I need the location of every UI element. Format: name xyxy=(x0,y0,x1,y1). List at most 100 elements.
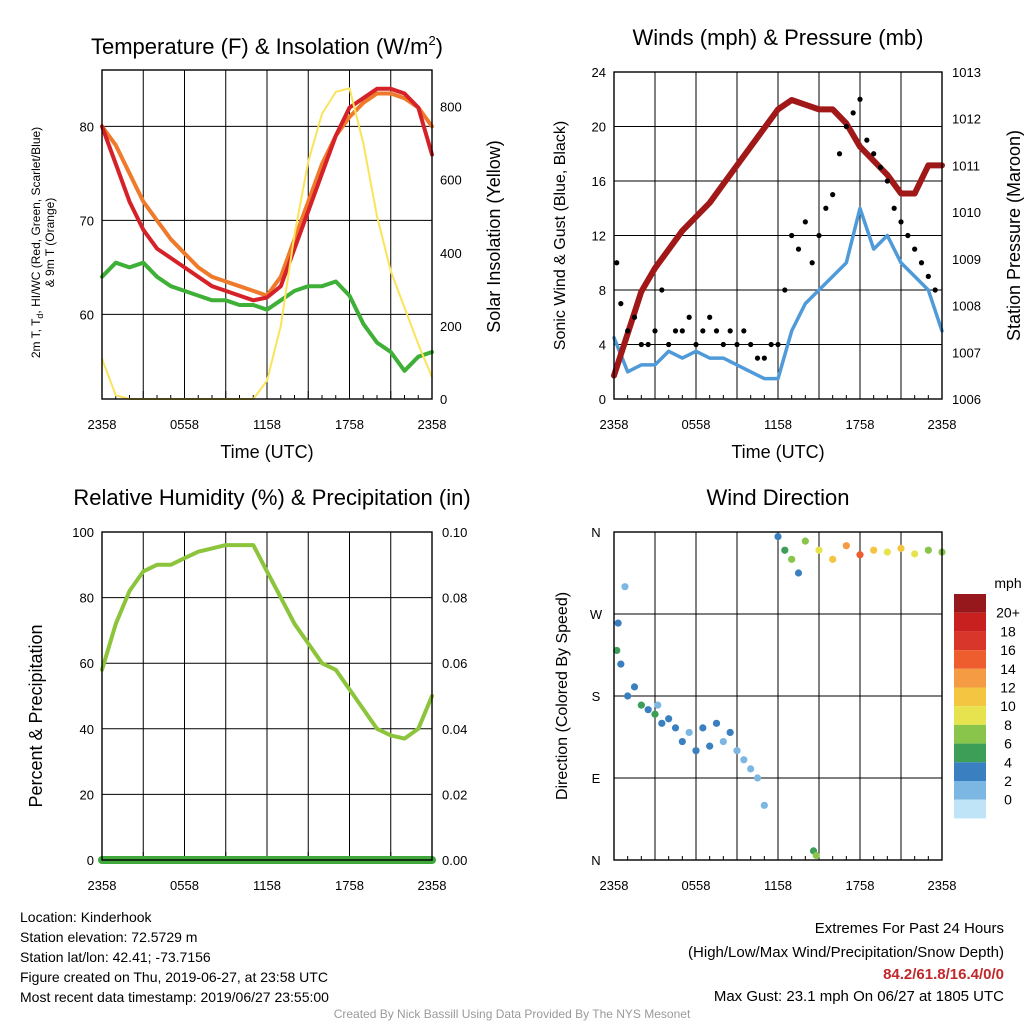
y-axis-label: Percent & Precipitation xyxy=(26,624,46,807)
gust-point xyxy=(823,205,829,211)
y-tick-label: 100 xyxy=(72,525,94,540)
y2-tick-label: 1007 xyxy=(952,345,981,360)
y-tick-label: 80 xyxy=(80,591,94,606)
y2-tick-label: 1010 xyxy=(952,205,981,220)
gust-point xyxy=(638,341,644,348)
gust-point xyxy=(727,328,733,334)
direction-point xyxy=(812,851,820,860)
legend-label: 8 xyxy=(1004,717,1012,733)
series-line-green xyxy=(100,260,434,373)
x-tick-label: 0558 xyxy=(682,417,711,432)
max-gust-text: Max Gust: 23.1 mph On 06/27 at 1805 UTC xyxy=(713,988,1004,1005)
legend-swatch xyxy=(954,781,986,800)
location-text: Location: Kinderhook xyxy=(20,909,152,925)
direction-point xyxy=(774,532,782,541)
direction-point xyxy=(637,701,645,709)
legend-label: 12 xyxy=(1000,680,1016,696)
direction-point xyxy=(740,756,748,764)
direction-point xyxy=(924,546,932,554)
direction-point xyxy=(829,555,837,563)
plot-border xyxy=(101,69,433,400)
gust-point xyxy=(625,328,631,334)
y-tick-label: E xyxy=(592,771,601,786)
gust-point xyxy=(741,328,747,334)
gust-point xyxy=(795,246,802,252)
gust-point xyxy=(912,246,918,252)
gust-point xyxy=(857,96,863,102)
gust-point xyxy=(830,192,836,198)
legend-swatch xyxy=(954,650,986,669)
direction-point xyxy=(706,742,714,750)
gust-point xyxy=(666,341,672,348)
y-tick-label: S xyxy=(592,689,601,704)
gust-point xyxy=(652,328,658,334)
legend-label: 6 xyxy=(1004,736,1012,752)
y-axis-label: 2m T, Td, HI/WC (Red, Green, Scarlet/Blu… xyxy=(29,127,45,358)
y2-tick-label: 0.10 xyxy=(442,525,467,540)
y2-tick-label: 1009 xyxy=(952,252,981,267)
gust-point xyxy=(672,328,679,334)
y-tick-label: 0 xyxy=(87,853,94,868)
direction-point xyxy=(870,546,878,554)
gust-point xyxy=(700,328,706,334)
direction-point xyxy=(665,715,673,723)
y-tick-label: 24 xyxy=(592,65,606,80)
x-tick-label: 1758 xyxy=(846,417,875,432)
direction-point xyxy=(630,683,639,691)
legend-swatch xyxy=(954,594,986,613)
direction-point xyxy=(678,737,686,746)
x-axis-label: Time (UTC) xyxy=(220,442,313,462)
gust-point xyxy=(877,164,884,170)
legend-swatch xyxy=(954,799,986,819)
y2-tick-label: 400 xyxy=(440,246,462,261)
extremes-heading: Extremes For Past 24 Hours xyxy=(814,920,1004,937)
x-tick-label: 2358 xyxy=(928,417,957,432)
legend-label: 4 xyxy=(1004,754,1012,770)
legend-swatch xyxy=(954,612,986,632)
gust-point xyxy=(898,219,904,225)
y-tick-label: 60 xyxy=(80,307,94,322)
gust-point xyxy=(932,287,938,293)
gust-point xyxy=(864,137,870,143)
x-axis-label: Time (UTC) xyxy=(731,442,824,462)
credit-text: Created By Nick Bassill Using Data Provi… xyxy=(333,1007,691,1021)
gust-point xyxy=(843,123,849,130)
x-tick-label: 0558 xyxy=(170,417,199,432)
x-tick-label: 2358 xyxy=(88,878,117,893)
direction-point xyxy=(897,544,905,553)
direction-point xyxy=(654,701,662,709)
direction-point xyxy=(788,555,796,563)
y-axis-label-rest: , HI/WC (Red, Green, Scarlet/Blue) xyxy=(29,127,43,314)
y-tick-label: 0 xyxy=(599,392,606,407)
recent-data-text: Most recent data timestamp: 2019/06/27 2… xyxy=(20,989,329,1005)
gust-point xyxy=(754,355,761,361)
direction-point xyxy=(617,660,625,668)
chart-title-sup: 2 xyxy=(428,33,435,48)
series-line-maroon xyxy=(611,97,945,379)
x-tick-label: 1758 xyxy=(335,417,364,432)
direction-point xyxy=(733,747,741,755)
created-text: Figure created on Thu, 2019-06-27, at 23… xyxy=(20,969,328,985)
y2-tick-label: 200 xyxy=(440,319,462,334)
direction-point xyxy=(856,551,864,559)
y-tick-label: 20 xyxy=(80,787,94,802)
gust-point xyxy=(686,314,692,320)
y2-tick-label: 0 xyxy=(440,392,447,407)
gust-point xyxy=(884,178,890,184)
gust-point xyxy=(836,151,843,157)
x-tick-label: 1158 xyxy=(253,878,281,893)
gust-point xyxy=(905,232,911,239)
direction-point xyxy=(794,569,803,577)
direction-point xyxy=(658,719,666,727)
y-axis-label-part: 2m T, T xyxy=(29,318,43,358)
chart-title: Temperature (F) & Insolation (W/m2) xyxy=(91,33,443,59)
gust-point xyxy=(850,110,856,116)
series-line-rh xyxy=(100,543,434,741)
chart-title-end: ) xyxy=(436,34,443,59)
chart-title: Winds (mph) & Pressure (mb) xyxy=(633,25,924,50)
x-tick-label: 2358 xyxy=(418,417,447,432)
gust-point xyxy=(761,355,767,361)
gust-point xyxy=(891,205,897,211)
x-tick-label: 1758 xyxy=(335,878,364,893)
